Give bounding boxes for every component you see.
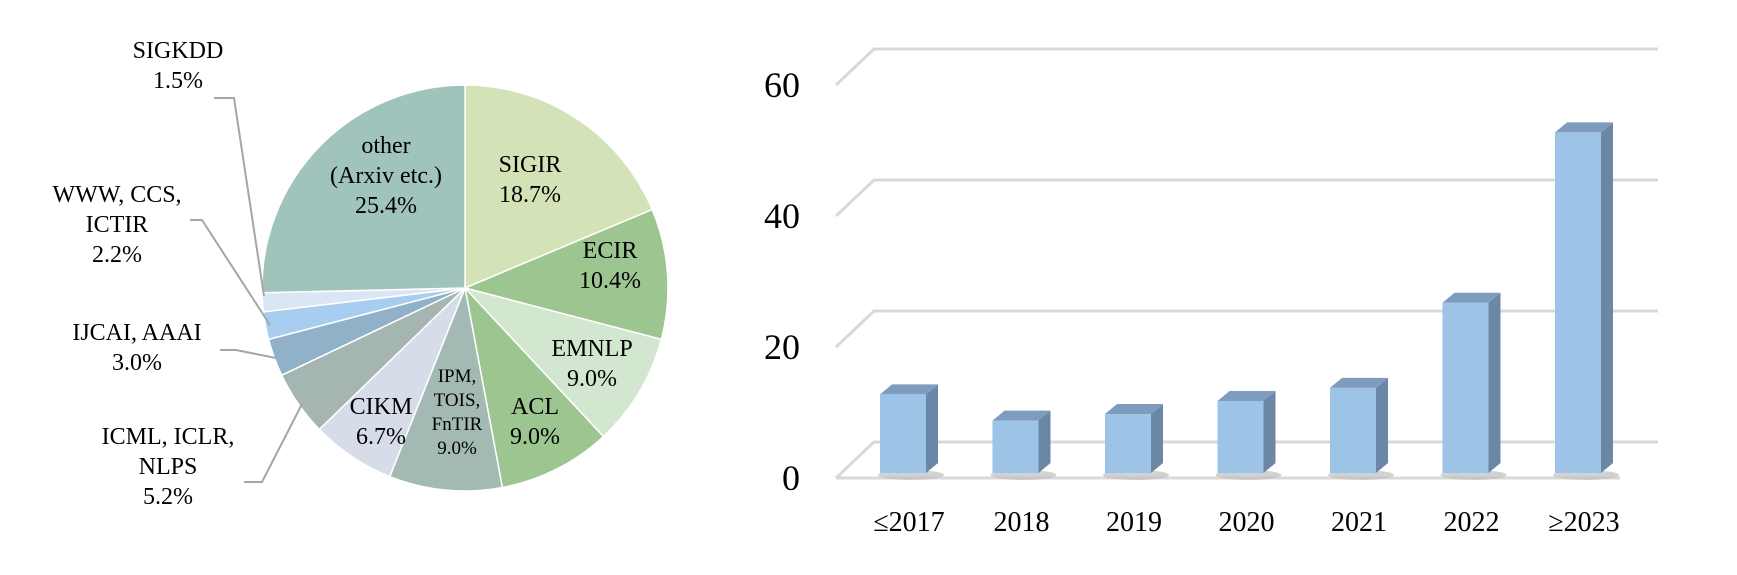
bar-2021 <box>1328 377 1394 480</box>
pie-label-www-ccs-ictir: WWW, CCS, ICTIR 2.2% <box>52 182 181 268</box>
bar-y-tick-60: 60 <box>764 65 800 105</box>
bar-y-tick-20: 20 <box>764 327 800 367</box>
pie-label-emnlp: EMNLP 9.0% <box>551 336 632 392</box>
bar-marks <box>878 122 1619 480</box>
pie-leader-line-icml-iclr-nlps <box>244 403 303 483</box>
pie-label-ecir: ECIR 10.4% <box>579 238 641 294</box>
pie-label-sigkdd: SIGKDD 1.5% <box>133 38 224 94</box>
bar-x-tick-ge-2023: ≥2023 <box>1548 507 1619 538</box>
bar-x-axis-ticks: ≤2017 2018 2019 2020 2021 2022 ≥2023 <box>873 507 1619 538</box>
bar-le-2017 <box>878 384 944 480</box>
bar-2019 <box>1103 404 1169 480</box>
pie-label-other-arxiv-etc: other (Arxiv etc.) 25.4% <box>330 133 442 219</box>
bar-2022 <box>1440 292 1507 480</box>
pie-chart <box>261 84 669 492</box>
pie-label-ijcai-aaai: IJCAI, AAAI 3.0% <box>72 320 201 376</box>
pie-slice-emnlp <box>462 286 663 438</box>
bar-chart: 0 20 40 60 ≤2017 2018 2019 2020 2021 2022 ≥2023 <box>764 47 1658 538</box>
pie-slice-acl <box>463 285 605 489</box>
pie-label-cikm: CIKM 6.7% <box>350 394 413 450</box>
bar-x-tick-2018: 2018 <box>994 507 1050 538</box>
bar-gridline-40 <box>834 178 1658 218</box>
pie-label-acl: ACL 9.0% <box>510 394 560 450</box>
pie-label-icml-iclr-nlps: ICML, ICLR, NLPS 5.2% <box>102 424 235 510</box>
pie-slice-sigir <box>464 84 654 290</box>
pie-label-ipm-tois-fntir: IPM, TOIS, FnTIR 9.0% <box>432 366 483 459</box>
bar-x-tick-2020: 2020 <box>1219 507 1275 538</box>
bar-gridline-60 <box>834 47 1658 87</box>
bar-y-tick-0: 0 <box>782 458 800 498</box>
pie-label-sigir: SIGIR 18.7% <box>499 152 562 208</box>
pie-leader-line-www-ccs-ictir <box>190 219 271 326</box>
bar-y-tick-40: 40 <box>764 196 800 236</box>
pie-leader-line-ijcai-aaai <box>220 349 277 359</box>
bar-gridline-20 <box>834 309 1658 349</box>
bar-2018 <box>990 410 1057 480</box>
bar-x-tick-le-2017: ≤2017 <box>873 507 944 538</box>
pie-labels: SIGIR 18.7% ECIR 10.4% EMNLP 9.0%ACL 9.0% IPM, T… <box>52 38 641 510</box>
pie-leader-line-sigkdd <box>214 97 265 297</box>
bar-y-axis-ticks: 0 20 40 60 <box>764 65 800 498</box>
bar-x-tick-2019: 2019 <box>1106 507 1162 538</box>
pie-slice-ipm-tois-fntir <box>388 285 504 492</box>
pie-slice-other-arxiv-etc <box>261 84 466 294</box>
bar-ge-2023 <box>1553 122 1619 480</box>
bar-2020 <box>1215 390 1282 480</box>
pie-slice-ecir <box>462 208 669 341</box>
bar-x-tick-2022: 2022 <box>1444 507 1500 538</box>
bar-x-tick-2021: 2021 <box>1331 507 1387 538</box>
bar-gridline-0 <box>834 440 1658 480</box>
